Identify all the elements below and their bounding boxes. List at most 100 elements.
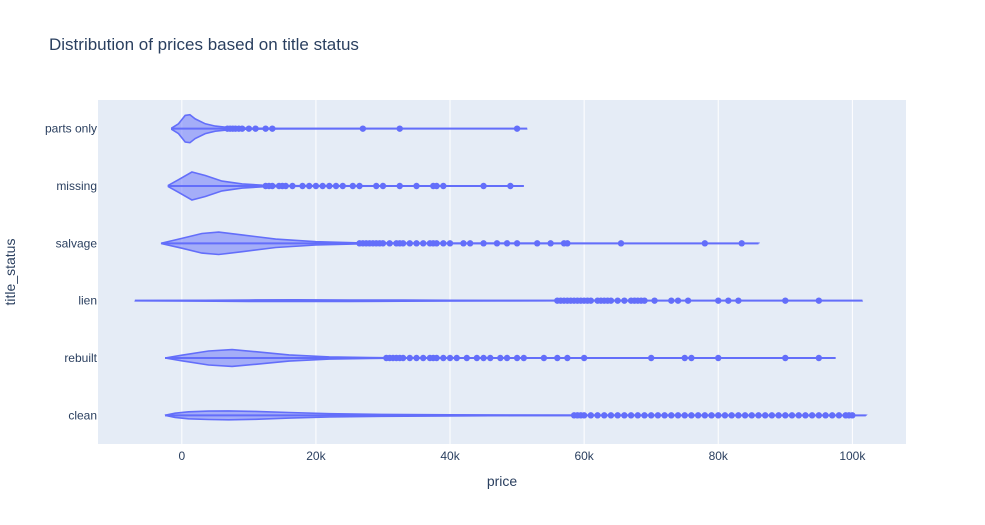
outlier-point (396, 182, 403, 190)
x-tick-labels: 0 20k 40k 60k 80k 100k (178, 449, 866, 463)
violin-missing (167, 171, 524, 201)
outlier-point (497, 354, 504, 362)
outlier-point (715, 297, 722, 304)
outlier-point (738, 240, 745, 247)
outlier-point (420, 240, 427, 247)
outlier-point (440, 182, 447, 190)
outlier-point (413, 240, 420, 247)
outlier-point (413, 354, 420, 362)
violin-rebuilt (164, 348, 836, 368)
outlier-point (607, 297, 615, 304)
y-tick-label: lien (78, 294, 97, 308)
outlier-point (735, 297, 742, 304)
outlier-point (621, 412, 628, 419)
outlier-point (741, 412, 749, 419)
y-tick-labels: parts only missing salvage lien rebuilt clean (45, 122, 98, 423)
x-tick-label: 80k (709, 449, 729, 463)
y-tick-label: salvage (56, 236, 98, 250)
outlier-point (788, 412, 796, 419)
outlier-point (513, 240, 521, 247)
outlier-point (420, 354, 427, 362)
outlier-point (627, 412, 635, 419)
outlier-point (829, 412, 836, 419)
outlier-point (480, 182, 487, 190)
violin-parts-only (170, 113, 528, 144)
outlier-point (647, 354, 655, 362)
plot-area (98, 100, 906, 444)
outlier-point (768, 412, 776, 419)
outlier-point (735, 412, 742, 419)
outlier-point (399, 354, 407, 362)
outlier-point (715, 354, 722, 362)
outlier-point (684, 297, 692, 304)
y-tick-label: missing (56, 179, 97, 193)
outlier-point (252, 125, 259, 132)
grid-lines (181, 100, 853, 444)
outlier-point (446, 240, 454, 247)
outlier-point (356, 182, 363, 190)
outlier-point (621, 297, 628, 304)
outlier-point (379, 240, 387, 247)
outlier-point (540, 354, 548, 362)
outlier-point (513, 354, 521, 362)
outlier-point (782, 297, 789, 304)
outlier-point (647, 412, 655, 419)
outlier-point (674, 412, 682, 419)
outlier-point (721, 412, 729, 419)
outlier-point (446, 354, 454, 362)
outlier-point (641, 297, 648, 304)
outlier-point (282, 182, 289, 190)
x-axis-title: price (487, 473, 518, 489)
outlier-point (688, 412, 695, 419)
outlier-point (262, 125, 269, 132)
outlier-point (463, 354, 470, 362)
y-axis-title: title_status (2, 239, 18, 306)
outlier-point (513, 125, 521, 132)
violin-group (134, 113, 868, 421)
outlier-point (433, 182, 440, 190)
outlier-point (487, 354, 494, 362)
outlier-point (433, 354, 440, 362)
outlier-point (601, 412, 608, 419)
y-tick-label: clean (68, 408, 97, 422)
outlier-point (641, 412, 648, 419)
outlier-point (668, 412, 675, 419)
outlier-point (694, 412, 702, 419)
outlier-point (349, 182, 357, 190)
outlier-point (238, 125, 246, 132)
outlier-point (406, 240, 414, 247)
outlier-point (547, 240, 554, 247)
outlier-point (507, 182, 514, 190)
outlier-point (701, 412, 709, 419)
x-tick-label: 60k (574, 449, 594, 463)
outlier-point (460, 240, 467, 247)
outlier-point (269, 182, 276, 190)
outlier-point (782, 354, 789, 362)
outlier-point (614, 297, 621, 304)
outlier-point (480, 354, 487, 362)
outlier-point (319, 182, 326, 190)
outlier-point (802, 412, 809, 419)
outlier-point (815, 297, 823, 304)
outlier-point (399, 240, 407, 247)
outlier-point (373, 182, 380, 190)
outlier-point (359, 125, 367, 132)
outlier-point (661, 412, 668, 419)
outlier-point (473, 354, 481, 362)
outlier-point (654, 412, 662, 419)
outlier-point (306, 182, 313, 190)
outlier-point (674, 297, 682, 304)
outlier-point (534, 240, 541, 247)
outlier-point (413, 182, 420, 190)
outlier-point (406, 354, 414, 362)
outlier-point (466, 240, 474, 247)
outlier-point (681, 412, 688, 419)
outlier-point (564, 240, 571, 247)
outlier-point (312, 182, 320, 190)
y-tick-label: rebuilt (64, 351, 97, 365)
outlier-point (480, 240, 487, 247)
y-tick-label: parts only (45, 122, 97, 136)
outlier-point (651, 297, 658, 304)
outlier-point (755, 412, 762, 419)
